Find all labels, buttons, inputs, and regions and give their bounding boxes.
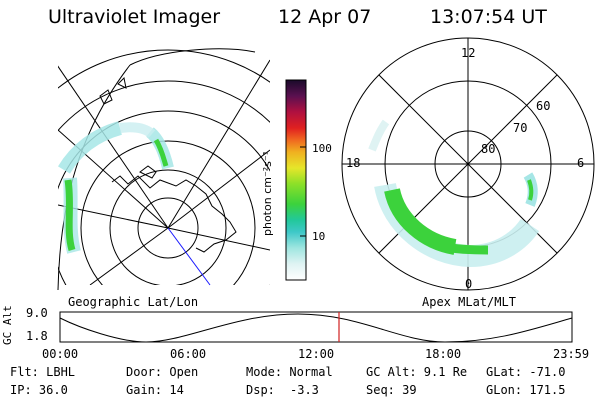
geographic-label: Geographic Lat/Lon <box>68 295 199 309</box>
seq-text: Seq: 39 <box>366 383 417 397</box>
x-tick-1200: 12:00 <box>298 347 335 361</box>
mlt-0-label: 0 <box>465 277 473 291</box>
colorbar <box>285 79 307 281</box>
gain-text: Gain: 14 <box>126 383 184 397</box>
colorbar-tick-10: 10 <box>312 230 326 243</box>
x-tick-0000: 00:00 <box>42 347 79 361</box>
filter-text: Flt: LBHL <box>10 365 76 379</box>
glon-text: GLon: 171.5 <box>486 383 566 397</box>
mlt-18-label: 18 <box>346 156 361 170</box>
door-text: Door: Open <box>126 365 199 379</box>
x-tick-1800: 18:00 <box>425 347 462 361</box>
apex-label: Apex MLat/MLT <box>422 295 516 309</box>
x-tick-0600: 06:00 <box>170 347 207 361</box>
time: 13:07:54 UT <box>430 6 547 28</box>
mlt-6-label: 6 <box>577 156 585 170</box>
mlat-60-label: 60 <box>536 99 551 113</box>
dsp-label: Dsp: <box>246 383 275 397</box>
gc-alt-text: GC Alt: 9.1 Re <box>366 365 468 379</box>
mode-text: Mode: Normal <box>246 365 333 379</box>
alt-min-label: 1.8 <box>26 329 48 343</box>
glat-text: GLat: -71.0 <box>486 365 566 379</box>
dsp-value: -3.3 <box>290 383 319 397</box>
mlat-70-label: 70 <box>513 121 528 135</box>
mlt-12-label: 12 <box>461 46 476 60</box>
ip-text: IP: 36.0 <box>10 383 68 397</box>
colorbar-tick-100: 100 <box>312 142 332 155</box>
mlat-80-label: 80 <box>481 142 496 156</box>
alt-max-label: 9.0 <box>26 306 48 320</box>
colorbar-unit: photon cm⁻²s⁻¹ <box>261 150 274 236</box>
altitude-frame <box>59 311 573 343</box>
altitude-track <box>59 313 573 343</box>
title: Ultraviolet Imager <box>48 6 221 28</box>
x-tick-2359: 23:59 <box>553 347 590 361</box>
gc-alt-axis-label: GC Alt <box>1 305 14 345</box>
date: 12 Apr 07 <box>278 6 372 28</box>
